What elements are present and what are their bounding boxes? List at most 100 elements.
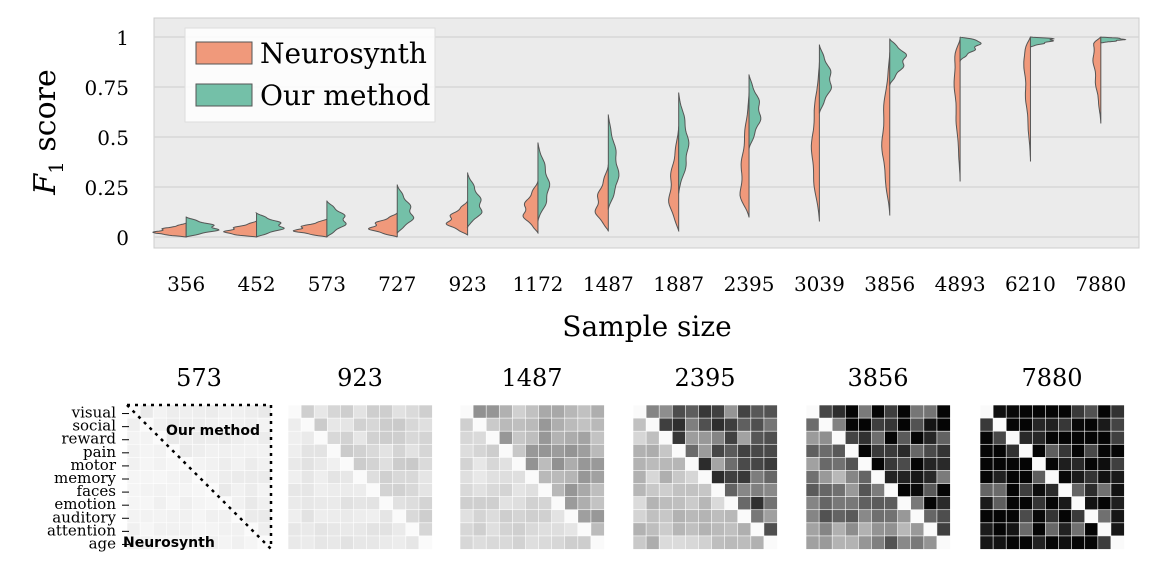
violin-neurosynth	[445, 200, 469, 236]
heatmap-cell	[671, 522, 687, 537]
heatmap-cell	[179, 470, 194, 485]
heatmap-cell	[257, 483, 272, 498]
heatmap-cell	[750, 509, 765, 524]
heatmap-cell	[313, 496, 328, 511]
heatmap-cell	[257, 522, 272, 537]
heatmap-cell	[512, 522, 527, 537]
heatmap-cell	[353, 430, 368, 445]
heatmap-cell	[632, 535, 647, 550]
heatmap-cell	[392, 417, 407, 432]
heatmap-cell	[992, 535, 1007, 550]
heatmap-cell	[551, 404, 566, 419]
heatmap-cell	[1084, 443, 1099, 459]
heatmap-cell	[936, 470, 951, 485]
heatmap-cell	[763, 417, 778, 432]
heatmap-cell	[897, 509, 912, 524]
heatmap-cell	[844, 430, 860, 445]
heatmap-cell	[724, 509, 739, 524]
heatmap-cell	[152, 496, 167, 511]
heatmap-cell	[805, 522, 820, 537]
heatmap-cell	[1084, 457, 1099, 472]
heatmap-row-label: age	[89, 534, 117, 552]
heatmap-cell	[844, 522, 860, 537]
heatmap-cell	[179, 509, 194, 524]
heatmap-cell	[590, 509, 605, 524]
heatmap-cell	[1032, 483, 1047, 498]
heatmap-cell	[884, 443, 899, 459]
heatmap-cell	[1084, 417, 1099, 432]
heatmap-cell	[763, 509, 778, 524]
heatmap-cell	[831, 535, 846, 550]
heatmap-cell	[313, 443, 328, 459]
annotation-neurosynth: Neurosynth	[123, 535, 215, 551]
heatmap-cell	[152, 443, 167, 459]
heatmap-cell	[884, 522, 899, 537]
heatmap-cell	[671, 483, 687, 498]
heatmap-cell	[724, 483, 739, 498]
heatmap-cell	[472, 535, 487, 550]
heatmap-cell	[300, 430, 315, 445]
heatmap-cell	[992, 430, 1007, 445]
heatmap-cell	[737, 430, 752, 445]
heatmap-cell	[632, 417, 647, 432]
heatmap-cell	[498, 457, 514, 472]
heatmap-cell	[405, 404, 420, 419]
y-axis-label-rest: score	[28, 69, 63, 161]
heatmap-cell	[485, 470, 500, 485]
heatmap-cell	[1110, 470, 1125, 485]
heatmap-cell	[231, 457, 246, 472]
heatmap-cell	[1018, 404, 1034, 419]
heatmap-cell	[126, 457, 141, 472]
heatmap-cell	[711, 522, 726, 537]
heatmap-cell	[405, 430, 420, 445]
heatmap-cell	[750, 522, 765, 537]
heatmap-cell	[831, 430, 846, 445]
heatmap-cell	[871, 509, 886, 524]
heatmap-cell	[685, 483, 700, 498]
heatmap-cell	[353, 522, 368, 537]
heatmap-cell	[287, 404, 302, 419]
heatmap-cell	[818, 430, 833, 445]
heatmap-cell	[897, 404, 912, 419]
violin-our-method	[254, 212, 285, 238]
violin-our-method	[185, 216, 220, 238]
heatmap-cell	[459, 417, 474, 432]
heatmap-cell	[936, 483, 951, 498]
heatmap-cell	[844, 470, 860, 485]
heatmap-cell	[152, 470, 167, 485]
heatmap-cell	[577, 522, 592, 537]
heatmap-cell	[459, 430, 474, 445]
heatmap-cell	[844, 509, 860, 524]
annotation-our-method: Our method	[166, 423, 260, 439]
heatmap-cell	[459, 443, 474, 459]
heatmap-cell	[418, 457, 433, 472]
heatmap-cell	[126, 470, 141, 485]
heatmap-cell	[564, 443, 579, 459]
heatmap-cell	[231, 404, 246, 419]
heatmap-cell	[645, 404, 660, 419]
heatmap-cell	[1018, 417, 1034, 432]
heatmap-cell	[218, 470, 233, 485]
heatmap-cell	[340, 443, 355, 459]
heatmap-cell	[1084, 430, 1099, 445]
heatmap-cell	[1097, 509, 1112, 524]
heatmap-cell	[805, 404, 820, 419]
heatmap-cell	[152, 457, 167, 472]
heatmap-cell	[910, 483, 925, 498]
heatmap-cell	[923, 417, 938, 432]
heatmap-cell	[910, 509, 925, 524]
heatmap-cell	[313, 483, 328, 498]
heatmap-cell	[179, 443, 194, 459]
heatmap-annotation: Our method Neurosynth	[123, 403, 273, 551]
heatmap-cell	[992, 417, 1007, 432]
heatmap-cell	[231, 443, 246, 459]
heatmap-cell	[165, 470, 181, 485]
heatmap-cell	[405, 522, 420, 537]
heatmap-cell	[366, 522, 381, 537]
heatmap-cell	[1018, 509, 1034, 524]
heatmap-cell	[366, 509, 381, 524]
heatmap-cell	[590, 404, 605, 419]
heatmap-cell	[152, 417, 167, 432]
heatmap-cell	[805, 535, 820, 550]
heatmap-cell	[353, 483, 368, 498]
